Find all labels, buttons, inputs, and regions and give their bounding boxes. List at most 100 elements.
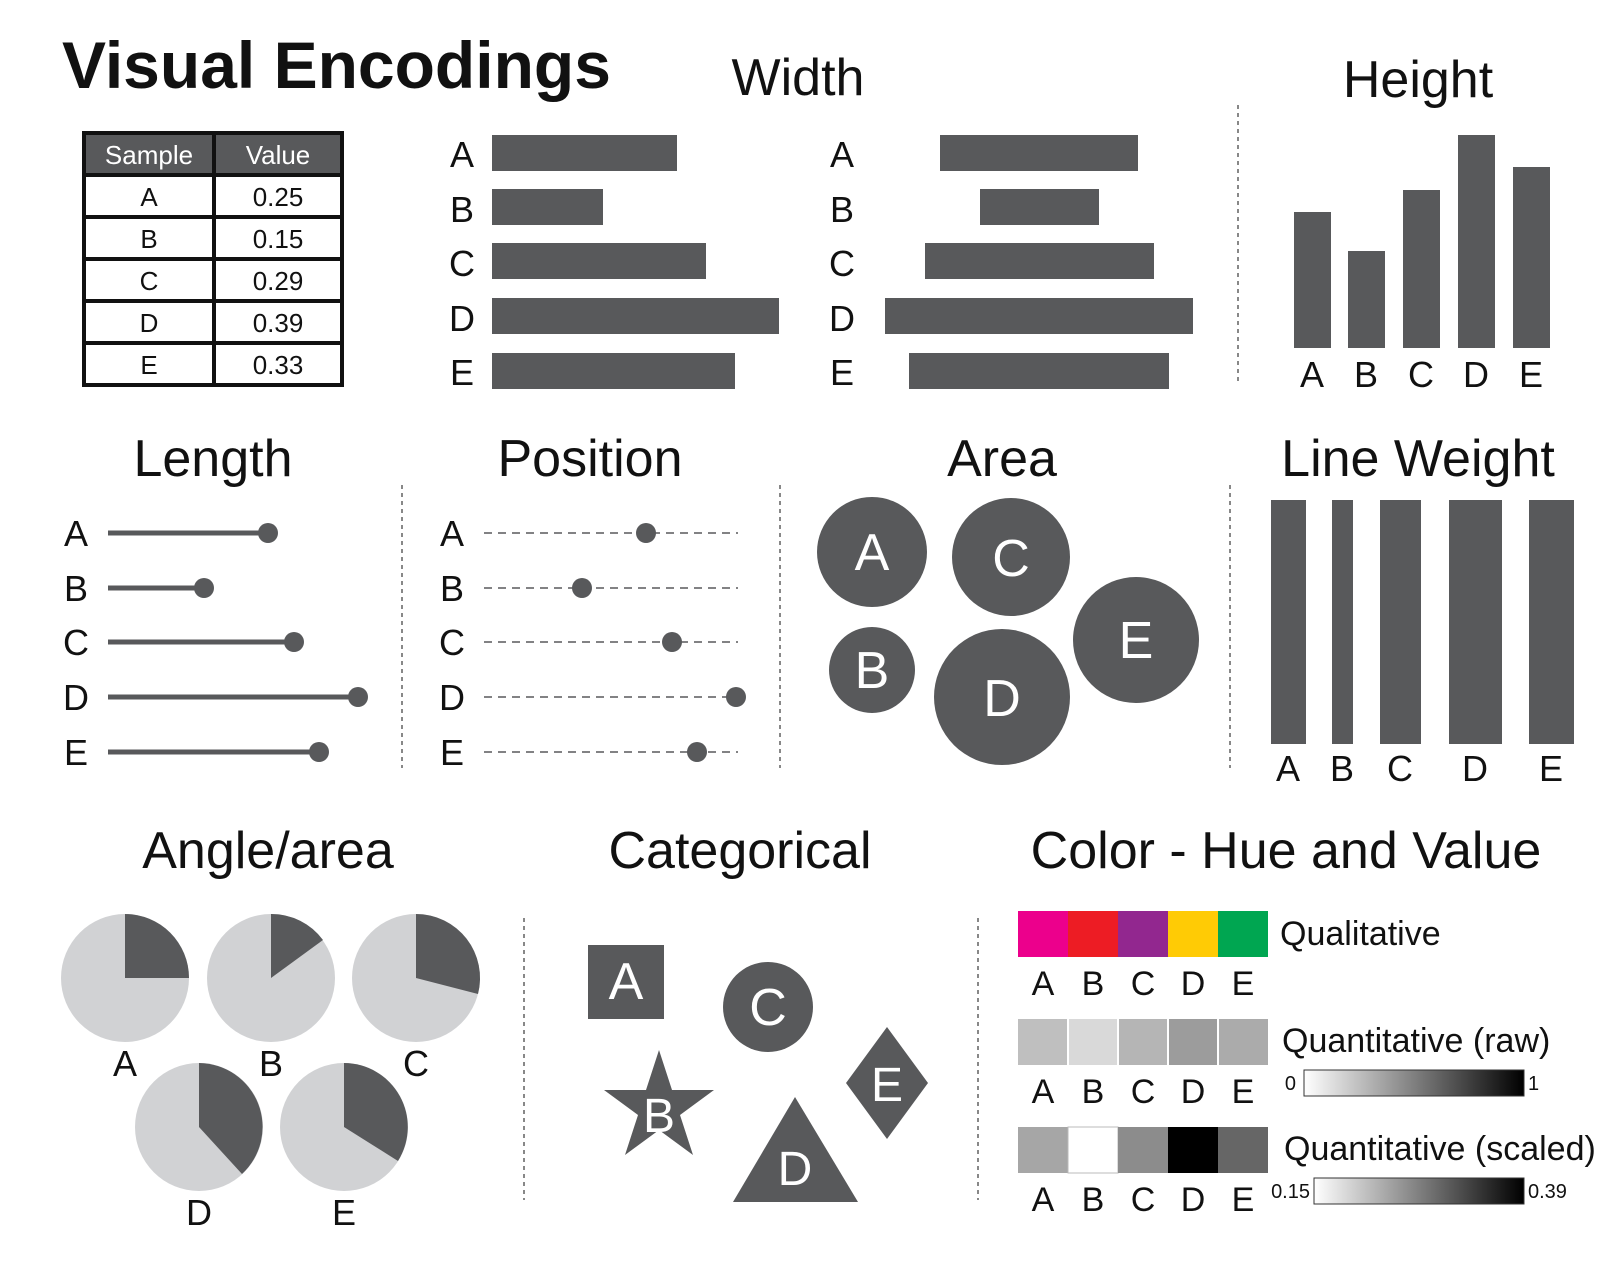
raw-gradient-scale [1303,1069,1525,1097]
raw-swatch-a [1018,1019,1068,1065]
position-dots: A B C D E [439,513,746,773]
line-weight-bar-e [1529,500,1574,744]
pie-slice-d [199,1063,263,1174]
width-centered-label-d: D [829,298,855,339]
position-dot-a [636,523,656,543]
table-cell-value: 0.29 [253,266,304,296]
categorical-star-b [604,1050,714,1155]
raw-label-d: D [1181,1073,1206,1111]
width-bar-d [492,298,779,334]
raw-swatch-d [1168,1019,1218,1065]
position-label-d: D [439,677,465,718]
raw-swatch-e [1218,1019,1268,1065]
position-label-e: E [440,732,464,773]
table-cell-sample: D [140,308,159,338]
scaled-scale-min: 0.15 [1271,1181,1310,1203]
pie-label-c: C [403,1043,429,1084]
quantitative-raw-legend-label: Quantitative (raw) [1282,1022,1550,1060]
table-header-sample: Sample [105,140,193,170]
height-bar-c [1403,190,1440,348]
width-centered-label-c: C [829,243,855,284]
area-label-b: B [855,642,890,700]
position-label-b: B [440,568,464,609]
section-title-area: Area [947,430,1057,488]
height-bar-e [1513,167,1550,348]
pie-slice-b [271,913,323,978]
qual-swatch-d [1168,911,1218,957]
raw-scale-max: 1 [1528,1073,1539,1095]
scaled-swatch-a [1018,1127,1068,1173]
width-centered-label-a: A [830,134,854,175]
qual-label-c: C [1131,965,1156,1003]
section-title-height: Height [1343,51,1494,109]
table-cell-value: 0.25 [253,182,304,212]
width-centered-label-e: E [830,352,854,393]
qual-label-d: D [1181,965,1206,1003]
width-label-a: A [450,134,474,175]
table-cell-sample: C [140,266,159,296]
scaled-swatch-b [1067,1126,1119,1174]
categorical-circle-c [723,962,813,1052]
line-weight-bars: A B C D E [1271,500,1574,789]
pie-label-b: B [259,1043,283,1084]
height-label-d: D [1463,354,1489,395]
section-title-color: Color - Hue and Value [1031,822,1542,880]
width-centered: A B C D E [829,134,1193,393]
table-cell-sample: E [140,350,157,380]
section-title-width: Width [732,49,865,107]
line-weight-label-b: B [1330,748,1354,789]
categorical-label-e: E [871,1059,903,1112]
length-dot-d [348,687,368,707]
pie-slice-e [344,1063,408,1161]
categorical-label-d: D [778,1143,813,1196]
scaled-label-e: E [1232,1181,1255,1219]
color-quantitative-scaled: Quantitative (scaled) 0.15 0.39 A B C D … [1018,1126,1596,1219]
length-dot-b [194,578,214,598]
raw-swatch-b [1068,1019,1118,1065]
position-dot-c [662,632,682,652]
line-weight-label-a: A [1276,748,1300,789]
position-dot-d [726,687,746,707]
area-circle-a [817,497,927,607]
width-centered-bar-b [980,189,1099,225]
qual-label-a: A [1032,965,1055,1003]
length-label-d: D [63,677,89,718]
position-dot-e [687,742,707,762]
qual-swatch-c [1118,911,1168,957]
qual-swatch-a [1018,911,1068,957]
pie-slice-a [125,914,189,978]
categorical-diamond-e [846,1027,928,1139]
width-centered-bar-e [909,353,1169,389]
raw-label-a: A [1032,1073,1055,1111]
categorical-square-a [588,945,664,1019]
length-label-a: A [64,513,88,554]
scaled-label-c: C [1131,1181,1156,1219]
area-label-a: A [855,524,890,582]
height-bars: A B C D E [1294,135,1550,395]
scaled-swatch-c [1118,1127,1168,1173]
height-label-a: A [1300,354,1324,395]
raw-scale-min: 0 [1285,1073,1296,1095]
area-circle-b [829,627,915,713]
table-cell-sample: A [140,182,158,212]
scaled-gradient-scale [1313,1177,1525,1205]
page-title: Visual Encodings [62,28,611,102]
section-title-categorical: Categorical [608,822,871,880]
length-dot-e [309,742,329,762]
table-cell-value: 0.15 [253,224,304,254]
raw-label-e: E [1232,1073,1255,1111]
line-weight-label-d: D [1462,748,1488,789]
width-centered-bar-c [925,243,1154,279]
scaled-label-a: A [1032,1181,1055,1219]
raw-label-b: B [1082,1073,1105,1111]
position-dot-b [572,578,592,598]
area-label-e: E [1119,612,1154,670]
height-label-e: E [1519,354,1543,395]
area-circle-d [934,629,1070,765]
width-label-d: D [449,298,475,339]
line-weight-label-c: C [1387,748,1413,789]
section-title-angle-area: Angle/area [142,822,394,880]
height-bar-a [1294,212,1331,348]
width-bar-c [492,243,706,279]
